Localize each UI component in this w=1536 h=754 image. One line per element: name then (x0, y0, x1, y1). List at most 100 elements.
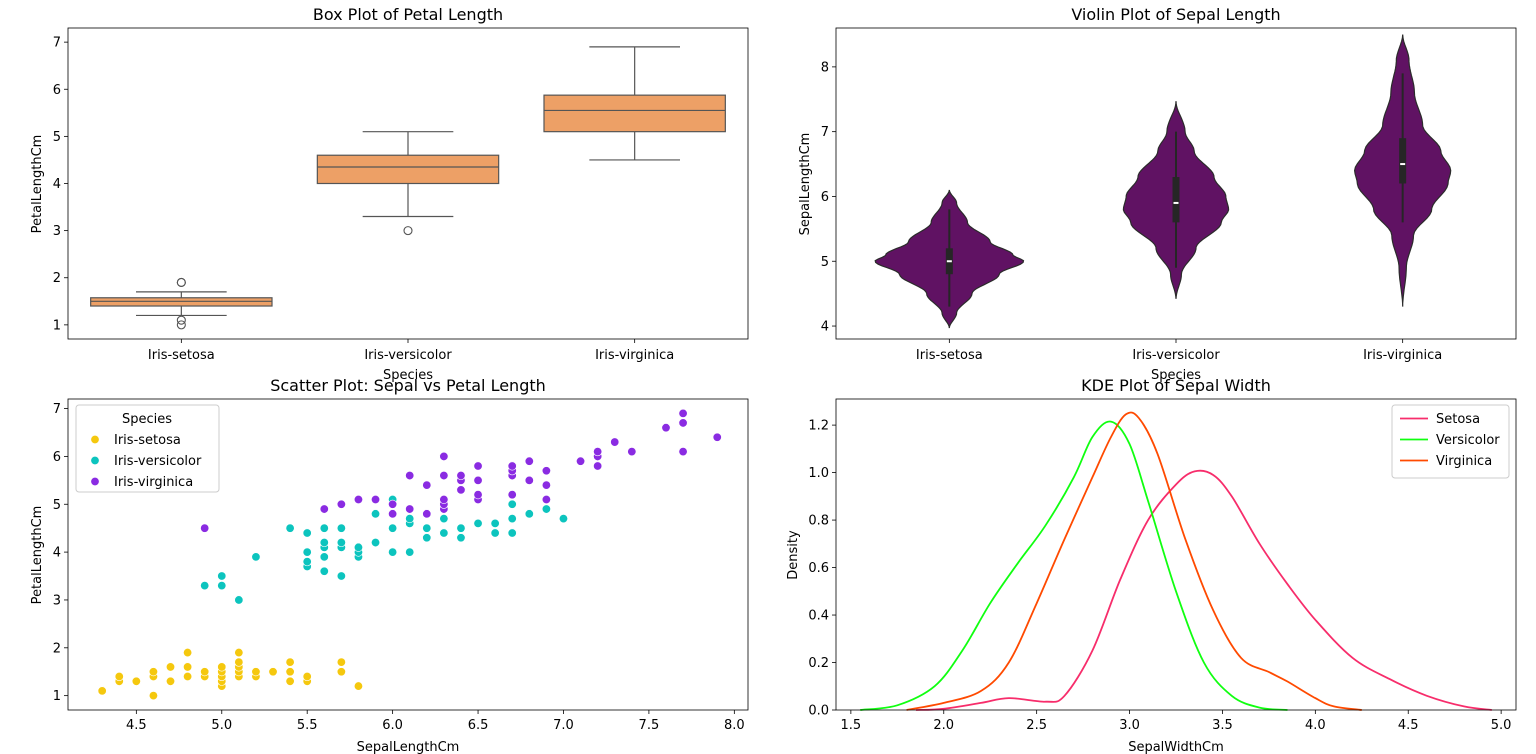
scatter-ytick-label: 3 (53, 593, 61, 608)
scatter-xtick-label: 6.5 (468, 718, 489, 733)
scatter-point (148, 667, 158, 677)
kde-ytick-label: 0.4 (808, 609, 829, 624)
scatter-point (456, 523, 466, 533)
violin-plot-yticks: 4 5 6 7 8 (821, 60, 836, 335)
scatter-point (131, 676, 141, 686)
scatter-point (371, 509, 381, 519)
scatter-ytick-label: 4 (53, 546, 61, 561)
scatter-xtick-label: 5.0 (211, 718, 232, 733)
scatter-point (541, 466, 551, 476)
scatter-point (319, 552, 329, 562)
scatter-plot-xticks: 4.5 5.0 5.5 6.0 6.5 7.0 7.5 8.0 (126, 710, 745, 733)
box-outlier (176, 315, 186, 325)
scatter-point (473, 475, 483, 485)
scatter-point (285, 667, 295, 677)
panel-violin-plot: Violin Plot of Sepal Length Species Sepa… (798, 5, 1517, 383)
scatter-point (371, 538, 381, 548)
scatter-point (234, 648, 244, 658)
scatter-point (302, 547, 312, 557)
scatter-point (439, 528, 449, 538)
scatter-legend-marker (90, 455, 100, 465)
box-outlier (176, 277, 186, 288)
scatter-point (490, 518, 500, 528)
scatter-point (302, 528, 312, 538)
scatter-point (251, 552, 261, 562)
violin-xtick-label: Iris-setosa (916, 348, 983, 363)
box-ytick-label: 3 (53, 224, 61, 239)
scatter-point (336, 538, 346, 548)
scatter-ytick-label: 5 (53, 498, 61, 513)
scatter-point (422, 480, 432, 490)
scatter-point (439, 494, 449, 504)
scatter-point (336, 657, 346, 667)
panel-box-plot: Box Plot of Petal Length Species PetalLe… (30, 5, 749, 383)
kde-xtick-label: 2.0 (933, 718, 954, 733)
kde-xtick-label: 4.5 (1398, 718, 1419, 733)
scatter-point (302, 557, 312, 567)
scatter-point (524, 475, 534, 485)
violin-xtick-label: Iris-versicolor (1132, 348, 1220, 363)
scatter-point (678, 408, 688, 418)
scatter-point (200, 581, 210, 591)
scatter-point (593, 447, 603, 457)
scatter-ytick-label: 7 (53, 402, 61, 417)
scatter-point (490, 528, 500, 538)
scatter-plot-title: Scatter Plot: Sepal vs Petal Length (270, 376, 546, 395)
kde-xtick-label: 5.0 (1491, 718, 1512, 733)
violin-plot-xticks: Iris-setosa Iris-versicolor Iris-virginica (916, 339, 1442, 363)
scatter-point (678, 418, 688, 428)
scatter-xtick-label: 5.5 (297, 718, 318, 733)
scatter-point (524, 456, 534, 466)
scatter-point (473, 518, 483, 528)
scatter-point (422, 523, 432, 533)
scatter-point (319, 504, 329, 514)
kde-plot-ylabel: Density (786, 530, 801, 580)
scatter-point (200, 667, 210, 677)
scatter-point (336, 667, 346, 677)
scatter-point (422, 533, 432, 543)
scatter-point (302, 672, 312, 682)
scatter-point (576, 456, 586, 466)
box-plot-content (67, 27, 749, 340)
kde-plot-yticks: 0.0 0.2 0.4 0.6 0.8 1.0 1.2 (808, 419, 836, 719)
kde-ytick-label: 0.6 (808, 561, 829, 576)
scatter-point (388, 523, 398, 533)
kde-plot-xticks: 1.5 2.0 2.5 3.0 3.5 4.0 4.5 5.0 (841, 710, 1512, 733)
scatter-point (524, 509, 534, 519)
scatter-point (558, 514, 568, 524)
kde-xtick-label: 3.5 (1212, 718, 1233, 733)
violin-ytick-label: 4 (821, 320, 829, 335)
box-body (316, 154, 500, 185)
box-xtick-label: Iris-setosa (148, 348, 215, 363)
kde-ytick-label: 0.2 (808, 656, 829, 671)
kde-ytick-label: 1.0 (808, 466, 829, 481)
scatter-point (541, 494, 551, 504)
scatter-point (507, 461, 517, 471)
scatter-point (268, 667, 278, 677)
scatter-point (507, 528, 517, 538)
scatter-ytick-label: 6 (53, 450, 61, 465)
scatter-xtick-label: 6.0 (382, 718, 403, 733)
box-ytick-label: 4 (53, 177, 61, 192)
kde-line (906, 411, 1362, 711)
scatter-xtick-label: 8.0 (724, 718, 745, 733)
box-body (543, 94, 726, 133)
violin-iqr-box (1172, 177, 1180, 223)
scatter-point (97, 686, 107, 696)
scatter-point (456, 485, 466, 495)
scatter-plot-content (67, 398, 749, 711)
violin-ytick-label: 5 (821, 255, 829, 270)
scatter-point (388, 547, 398, 557)
panel-kde-plot: KDE Plot of Sepal Width SepalWidthCm Den… (786, 376, 1517, 754)
scatter-point (285, 676, 295, 686)
box-xtick-label: Iris-versicolor (364, 348, 452, 363)
box-xtick-label: Iris-virginica (595, 348, 674, 363)
scatter-point (217, 571, 227, 581)
scatter-legend-label: Iris-virginica (114, 475, 193, 490)
scatter-point (148, 691, 158, 701)
scatter-plot-yticks: 1 2 3 4 5 6 7 (53, 402, 68, 704)
scatter-point (712, 432, 722, 442)
scatter-point (285, 657, 295, 667)
scatter-legend-label: Iris-versicolor (114, 454, 202, 469)
